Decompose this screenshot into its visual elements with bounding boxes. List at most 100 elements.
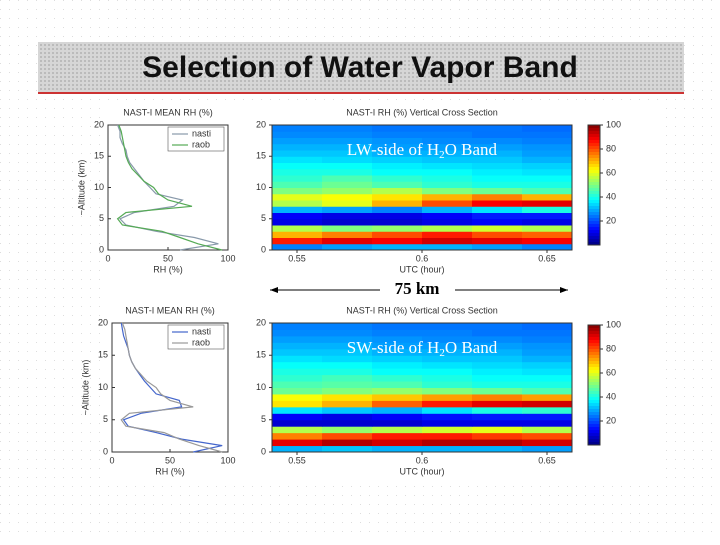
colorbar-step (588, 379, 600, 383)
heatmap-cell (322, 368, 373, 376)
heatmap-cell (522, 381, 573, 388)
heatmap-cell (522, 131, 573, 138)
colorbar-step (588, 239, 600, 243)
heatmap-cell (422, 406, 473, 414)
colorbar-step (588, 206, 600, 210)
colorbar-step (588, 412, 600, 416)
heatmap-cell (422, 400, 473, 408)
heatmap-cell (522, 200, 573, 207)
heatmap-cell (522, 374, 573, 382)
heatmap-cell (322, 150, 373, 157)
x-tick-label: 50 (163, 253, 173, 263)
colorbar-step (588, 209, 600, 213)
heatmap-cell (422, 212, 473, 220)
heatmap-cell (422, 329, 473, 337)
y-tick-label: 10 (94, 182, 104, 192)
heatmap-cell (472, 143, 523, 151)
heatmap-cell (372, 348, 423, 356)
heatmap-cell (322, 419, 373, 427)
heatmap-cell (322, 125, 373, 132)
heatmap-cell (472, 212, 523, 220)
plot-title: NAST-I MEAN RH (%) (123, 107, 213, 117)
heatmap-cell (472, 218, 523, 226)
heatmap-cell (472, 348, 523, 356)
heatmap-cell (372, 426, 423, 434)
colorbar-step (588, 203, 600, 207)
heatmap-cell (522, 212, 573, 220)
heatmap-cell (422, 206, 473, 213)
colorbar-step (588, 382, 600, 386)
x-axis-label: RH (%) (155, 466, 185, 476)
y-tick-label: 15 (256, 350, 266, 360)
heatmap-cell (372, 187, 423, 195)
heatmap-cell (422, 374, 473, 382)
heatmap-cell (272, 156, 323, 163)
colorbar-tick-label: 100 (606, 119, 621, 129)
heatmap-cell (322, 137, 373, 145)
colorbar-step (588, 367, 600, 371)
heatmap-cell (522, 237, 573, 245)
x-tick-label: 0.55 (288, 253, 306, 263)
colorbar-step (588, 391, 600, 395)
heatmap-cell (422, 150, 473, 157)
colorbar-step (588, 370, 600, 374)
heatmap-cell (422, 237, 473, 245)
x-axis-label: UTC (hour) (399, 264, 444, 274)
colorbar-step (588, 215, 600, 219)
heatmap-cell (372, 413, 423, 421)
heatmap-cell (422, 168, 473, 176)
heatmap-cell (472, 187, 523, 195)
heatmap-cell (322, 187, 373, 195)
heatmap-cell (522, 193, 573, 201)
heatmap-cell (322, 355, 373, 363)
colorbar-step (588, 376, 600, 380)
heatmap-cell (472, 381, 523, 388)
colorbar-step (588, 155, 600, 159)
heatmap-cell (272, 413, 323, 421)
colorbar-step (588, 325, 600, 329)
heatmap-cell (422, 225, 473, 232)
heatmap-cell (322, 445, 373, 453)
heatmap-cell (372, 143, 423, 151)
colorbar-step (588, 143, 600, 147)
heatmap-cell (322, 335, 373, 343)
colorbar-step (588, 433, 600, 437)
heatmap-cell (422, 432, 473, 440)
x-axis-label: UTC (hour) (399, 466, 444, 476)
colorbar-step (588, 439, 600, 443)
colorbar-step (588, 397, 600, 401)
heatmap-cell (422, 445, 473, 453)
x-tick-label: 100 (220, 253, 235, 263)
heatmap-cell (472, 374, 523, 382)
heatmap-cell (272, 162, 323, 170)
profile-line (116, 124, 223, 251)
legend-label: nasti (192, 128, 211, 138)
heatmap-cell (272, 237, 323, 245)
heatmap-cell (472, 323, 523, 330)
y-axis-label: ~Altitude (km) (76, 160, 86, 216)
y-tick-label: 10 (256, 382, 266, 392)
heatmap-cell (522, 225, 573, 232)
colorbar-step (588, 227, 600, 231)
colorbar-step (588, 427, 600, 431)
colorbar-step (588, 161, 600, 165)
heatmap-cell (522, 175, 573, 182)
heatmap-cell (522, 342, 573, 350)
heatmap-cell (272, 426, 323, 434)
heatmap-cell (472, 181, 523, 188)
heatmap-cell (272, 335, 323, 343)
x-tick-label: 0.6 (416, 253, 429, 263)
heatmap-cell (472, 243, 523, 251)
heatmap-cell (372, 156, 423, 163)
y-tick-label: 10 (98, 382, 108, 392)
plot-title: NAST-I MEAN RH (%) (125, 305, 215, 315)
heatmap-cell (522, 445, 573, 453)
heatmap-cell (372, 231, 423, 238)
colorbar-step (588, 346, 600, 350)
colorbar-step (588, 403, 600, 407)
heatmap-cell (372, 381, 423, 388)
annotation-part: O Band (445, 338, 498, 357)
heatmap-cell (522, 348, 573, 356)
heatmap-cell (272, 175, 323, 182)
colorbar-step (588, 331, 600, 335)
